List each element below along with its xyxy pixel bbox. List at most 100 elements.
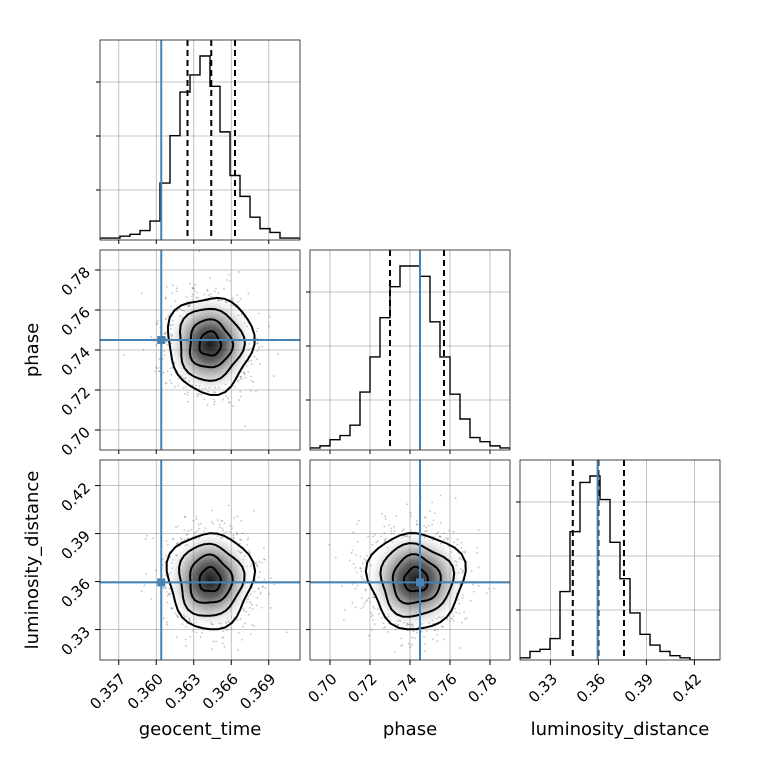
- sample-point: [263, 578, 266, 581]
- contour-line: [391, 553, 442, 605]
- sample-point: [382, 622, 385, 625]
- sample-point: [452, 620, 455, 623]
- sample-point: [256, 342, 259, 344]
- sample-point: [166, 370, 169, 372]
- sample-point: [255, 562, 258, 565]
- sample-point: [246, 538, 249, 541]
- sample-point: [174, 300, 177, 302]
- sample-point: [165, 285, 168, 288]
- sample-point: [425, 629, 428, 632]
- sample-point: [400, 637, 403, 640]
- sample-point: [195, 530, 198, 533]
- sample-point: [191, 293, 194, 296]
- sample-point: [165, 621, 168, 624]
- sample-point: [425, 530, 428, 532]
- sample-point: [248, 549, 250, 552]
- sample-point: [213, 400, 216, 403]
- sample-point: [357, 519, 360, 522]
- sample-point: [449, 617, 452, 620]
- sample-point: [244, 622, 246, 625]
- histogram-step-phase: [310, 265, 510, 450]
- sample-point: [268, 593, 270, 595]
- sample-point: [458, 612, 461, 615]
- sample-point: [485, 592, 488, 595]
- sample-point: [359, 555, 362, 558]
- sample-point: [259, 362, 261, 365]
- sample-point: [197, 523, 200, 526]
- sample-point: [210, 520, 213, 523]
- sample-point: [376, 540, 379, 543]
- sample-point: [359, 567, 362, 569]
- sample-point: [350, 551, 353, 554]
- sample-point: [198, 250, 201, 253]
- sample-point: [410, 515, 413, 518]
- sample-point: [237, 649, 240, 651]
- sample-point: [414, 637, 416, 640]
- sample-point: [192, 519, 195, 522]
- truth-marker: [157, 336, 166, 344]
- sample-point: [411, 636, 413, 639]
- sample-point: [203, 398, 205, 401]
- sample-point: [367, 535, 370, 538]
- sample-point: [470, 569, 473, 572]
- sample-point: [244, 425, 247, 428]
- sample-point: [232, 536, 235, 539]
- sample-point: [164, 296, 167, 299]
- sample-point: [464, 550, 467, 553]
- sample-point: [190, 528, 193, 531]
- sample-point: [475, 551, 478, 554]
- sample-point: [390, 527, 393, 530]
- sample-point: [344, 608, 346, 611]
- sample-point: [256, 342, 259, 345]
- sample-point: [174, 612, 177, 615]
- sample-point: [365, 555, 368, 557]
- contour-line: [178, 307, 246, 382]
- sample-point: [175, 526, 177, 529]
- sample-point: [260, 606, 263, 609]
- sample-point: [249, 602, 252, 605]
- sample-point: [400, 645, 402, 648]
- sample-point: [433, 512, 436, 515]
- sample-point: [163, 332, 166, 335]
- sample-point: [383, 627, 385, 629]
- sample-point: [427, 524, 430, 527]
- sample-point: [375, 541, 378, 544]
- sample-point: [228, 274, 231, 276]
- contour-line: [165, 532, 257, 631]
- sample-point: [392, 532, 395, 535]
- sample-point: [390, 533, 393, 535]
- contour-line: [379, 542, 456, 618]
- sample-point: [401, 529, 404, 532]
- sample-point: [165, 331, 168, 333]
- sample-point: [164, 331, 167, 334]
- contour-line: [198, 565, 222, 593]
- sample-point: [436, 633, 439, 636]
- sample-point: [364, 588, 367, 591]
- sample-point: [209, 277, 212, 279]
- sample-point: [465, 617, 468, 620]
- sample-point: [191, 287, 194, 290]
- sample-point: [232, 297, 234, 299]
- sample-point: [195, 631, 198, 634]
- sample-point: [173, 385, 176, 388]
- histogram-step-luminosity_distance: [520, 475, 720, 660]
- sample-point: [372, 614, 374, 617]
- sample-point: [189, 282, 192, 285]
- sample-point: [261, 561, 264, 564]
- sample-point: [231, 299, 234, 302]
- sample-point: [171, 538, 174, 540]
- sample-point: [225, 279, 228, 281]
- sample-point: [156, 323, 159, 326]
- sample-point: [368, 634, 370, 637]
- sample-point: [354, 587, 357, 590]
- sample-point: [186, 393, 189, 396]
- sample-point: [251, 623, 253, 626]
- sample-point: [374, 533, 376, 536]
- sample-point: [238, 632, 240, 634]
- sample-point: [256, 349, 259, 352]
- sample-point: [167, 315, 170, 317]
- sample-point: [354, 566, 357, 569]
- sample-point: [256, 596, 259, 599]
- sample-point: [186, 534, 188, 537]
